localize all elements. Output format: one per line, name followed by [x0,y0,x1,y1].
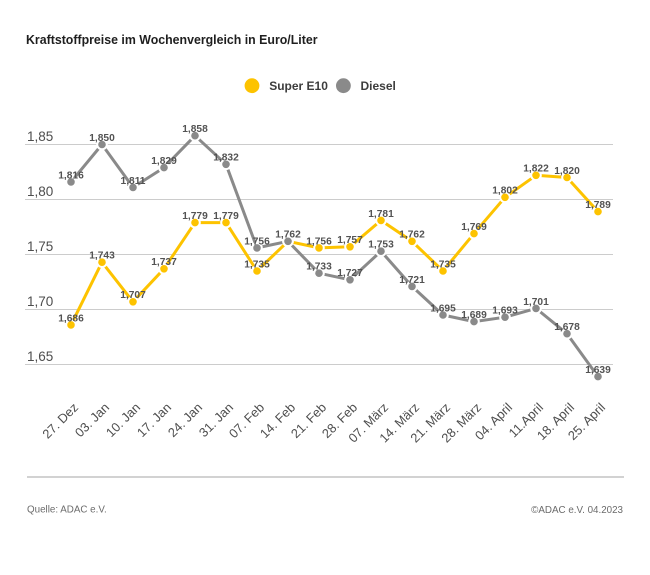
svg-text:1,735: 1,735 [244,259,270,270]
svg-text:1,735: 1,735 [430,259,456,270]
svg-text:Quelle: ADAC e.V.: Quelle: ADAC e.V. [27,505,107,516]
svg-text:1,816: 1,816 [58,170,84,181]
svg-text:1,858: 1,858 [182,124,208,135]
svg-text:1,80: 1,80 [27,184,53,199]
svg-text:1,678: 1,678 [554,322,580,333]
svg-text:1,65: 1,65 [27,349,53,364]
svg-text:1,802: 1,802 [492,186,518,197]
svg-text:1,822: 1,822 [523,164,549,175]
svg-text:Kraftstoffpreise im Wochenverg: Kraftstoffpreise im Wochenvergleich in E… [26,32,318,47]
svg-text:1,756: 1,756 [244,236,270,247]
svg-text:1,762: 1,762 [275,230,301,241]
svg-text:1,781: 1,781 [368,209,394,220]
svg-text:1,707: 1,707 [120,290,146,301]
svg-text:1,779: 1,779 [182,211,208,222]
svg-text:1,850: 1,850 [89,133,115,144]
svg-text:1,689: 1,689 [461,310,487,321]
svg-text:Super E10: Super E10 [269,79,328,93]
svg-text:1,829: 1,829 [151,156,177,167]
svg-text:1,639: 1,639 [585,365,611,376]
svg-text:1,701: 1,701 [523,297,549,308]
svg-text:1,753: 1,753 [368,240,394,251]
svg-text:1,832: 1,832 [213,153,239,164]
svg-text:1,779: 1,779 [213,211,239,222]
svg-text:1,686: 1,686 [58,313,84,324]
svg-text:1,769: 1,769 [461,222,487,233]
svg-text:1,811: 1,811 [121,176,146,187]
svg-text:1,727: 1,727 [337,268,363,279]
svg-text:1,789: 1,789 [585,200,611,211]
svg-text:1,737: 1,737 [151,257,177,268]
svg-text:1,695: 1,695 [430,303,456,314]
svg-text:1,820: 1,820 [554,166,580,177]
svg-text:Diesel: Diesel [361,79,396,93]
svg-text:©ADAC e.V. 04.2023: ©ADAC e.V. 04.2023 [531,505,623,516]
svg-text:1,721: 1,721 [399,275,425,286]
svg-text:1,693: 1,693 [492,306,518,317]
svg-text:1,733: 1,733 [306,262,332,273]
svg-text:1,756: 1,756 [306,236,332,247]
svg-text:1,743: 1,743 [89,251,115,262]
svg-text:1,85: 1,85 [27,129,53,144]
svg-text:1,757: 1,757 [337,235,363,246]
svg-text:1,70: 1,70 [27,294,53,309]
svg-text:1,762: 1,762 [399,230,425,241]
svg-text:1,75: 1,75 [27,239,53,254]
